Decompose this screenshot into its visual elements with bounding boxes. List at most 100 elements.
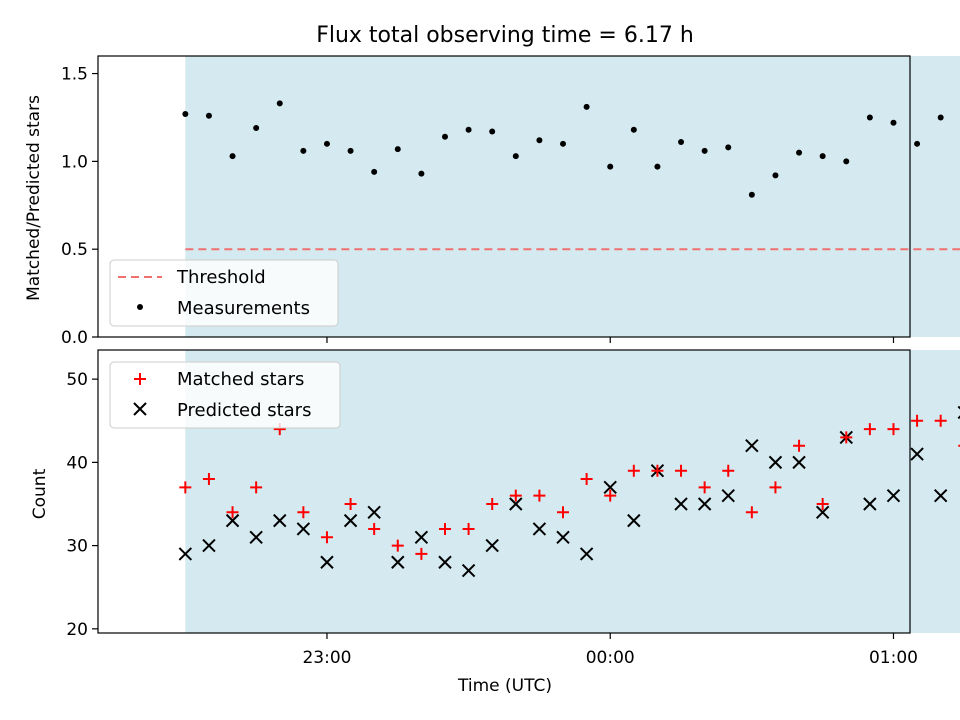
- legend-measurement-swatch: [137, 304, 143, 310]
- predicted-star-point: [461, 563, 476, 578]
- ratio-panel: 0.0 0.5 1.0 1.5 Threshold Measurements: [61, 55, 960, 348]
- matched-star-point: [793, 439, 806, 452]
- predicted-star-point: [627, 513, 641, 528]
- matched-star-point: [344, 497, 357, 510]
- measurement-point: [796, 149, 803, 156]
- predicted-star-point: [438, 555, 452, 569]
- measurement-point: [300, 147, 307, 154]
- measurement-point: [678, 139, 685, 146]
- matched-star-point: [934, 414, 947, 427]
- matched-star-point: [438, 522, 451, 535]
- predicted-star-point: [815, 505, 830, 520]
- predicted-star-point: [579, 547, 594, 561]
- legend-predicted-label: Predicted stars: [177, 400, 311, 421]
- predicted-star-point: [603, 480, 617, 495]
- bottom-y-ticks: 20 30 40 50: [66, 370, 98, 640]
- measurement-point: [583, 103, 590, 110]
- measurement-point: [229, 153, 236, 160]
- measurement-point: [276, 100, 283, 107]
- predicted-star-point: [697, 497, 712, 511]
- matched-star-point: [415, 547, 428, 560]
- matched-star-point: [627, 464, 640, 477]
- y-tick-label: 30: [66, 537, 88, 557]
- measurement-point: [843, 158, 850, 165]
- y-tick-label: 0.5: [61, 240, 88, 260]
- predicted-star-point: [320, 555, 334, 569]
- predicted-star-point: [933, 488, 948, 503]
- matched-star-point: [816, 497, 829, 510]
- count-points: [178, 405, 960, 578]
- predicted-star-point: [273, 513, 287, 528]
- y-tick-label: 1.0: [61, 152, 88, 172]
- legend-matched-swatch: [134, 373, 146, 385]
- measurement-point: [654, 163, 661, 170]
- matched-star-point: [297, 506, 310, 519]
- legend-threshold-label: Threshold: [176, 267, 266, 288]
- measurement-point: [418, 170, 425, 177]
- matched-star-point: [533, 489, 546, 502]
- predicted-star-point: [886, 488, 901, 503]
- measurement-point: [489, 128, 496, 135]
- predicted-star-point: [343, 513, 358, 528]
- predicted-star-point: [674, 497, 688, 511]
- matched-star-point: [462, 522, 475, 535]
- predicted-star-point: [225, 513, 240, 528]
- measurement-point: [182, 110, 189, 117]
- matched-star-point: [840, 431, 853, 444]
- matched-star-point: [486, 497, 499, 510]
- matched-star-point: [202, 473, 215, 486]
- y-tick-label: 0.0: [61, 328, 88, 348]
- x-tick-label: 00:00: [586, 648, 635, 668]
- matched-star-point: [651, 464, 664, 477]
- measurement-point: [512, 153, 519, 160]
- legend-predicted-swatch: [133, 402, 147, 416]
- matched-star-point: [179, 481, 192, 494]
- predicted-star-point: [532, 522, 547, 536]
- predicted-star-point: [745, 439, 759, 453]
- top-x-ticks: [326, 337, 895, 343]
- measurement-point: [725, 144, 732, 151]
- matched-star-point: [320, 531, 333, 544]
- matched-star-point: [226, 506, 239, 519]
- measurement-point: [701, 147, 708, 154]
- legend-matched-label: Matched stars: [177, 369, 304, 390]
- bottom-y-axis-label: Count: [30, 468, 50, 519]
- matched-star-point: [675, 464, 688, 477]
- matched-star-point: [911, 414, 924, 427]
- bottom-axes-frame: [97, 349, 911, 634]
- top-y-ticks: 0.0 0.5 1.0 1.5: [61, 65, 98, 348]
- measurement-point: [866, 114, 873, 121]
- top-axes-frame: [97, 55, 911, 338]
- measurement-points: [182, 100, 944, 198]
- predicted-star-point: [178, 547, 193, 561]
- predicted-star-point: [249, 530, 263, 544]
- predicted-star-point: [391, 555, 405, 569]
- matched-star-point: [722, 464, 735, 477]
- predicted-star-point: [485, 538, 499, 553]
- top-y-axis-label: Matched/Predicted stars: [24, 95, 44, 301]
- measurement-point: [560, 140, 567, 147]
- matched-star-point: [509, 489, 522, 502]
- predicted-star-point: [910, 447, 924, 461]
- y-tick-label: 40: [66, 453, 88, 473]
- y-tick-label: 50: [66, 370, 88, 390]
- measurement-point: [819, 153, 826, 160]
- measurement-point: [347, 147, 354, 154]
- y-tick-label: 1.5: [61, 65, 88, 85]
- x-tick-label: 23:00: [302, 648, 351, 668]
- matched-star-point: [250, 481, 263, 494]
- x-tick-label: 01:00: [869, 648, 918, 668]
- matched-star-point: [391, 539, 404, 552]
- predicted-star-point: [721, 488, 735, 503]
- measurement-point: [253, 125, 260, 132]
- y-tick-label: 20: [66, 620, 88, 640]
- measurement-point: [205, 112, 212, 119]
- measurement-point: [394, 146, 401, 153]
- measurement-point: [441, 133, 448, 140]
- measurement-point: [937, 114, 944, 121]
- chart-title: Flux total observing time = 6.17 h: [316, 23, 694, 48]
- matched-star-point: [368, 522, 381, 535]
